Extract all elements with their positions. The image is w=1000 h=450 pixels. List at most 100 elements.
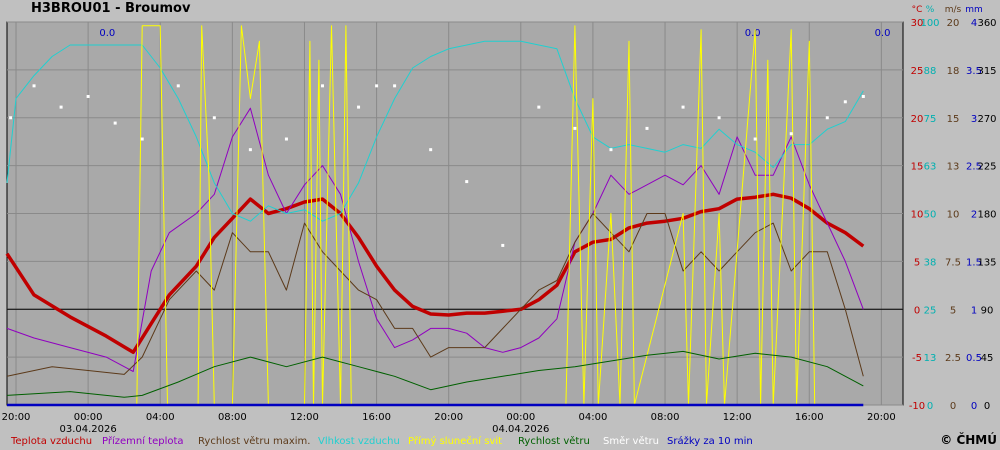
wind-direction-point — [320, 84, 324, 88]
axis-tick-label: 45 — [981, 353, 994, 364]
legend-item: Přímý sluneční svit — [408, 435, 502, 447]
axis-tick-label: 100 — [920, 18, 939, 29]
axis-tick-label: 15 — [911, 162, 924, 173]
x-tick-label: 08:00 — [218, 412, 247, 423]
axis-tick-label: -10 — [909, 401, 925, 412]
x-tick-label: 16:00 — [362, 412, 391, 423]
axis-tick-label: 7.5 — [945, 257, 961, 268]
axis-tick-label: 0 — [971, 401, 977, 412]
axis-tick-label: 1.5 — [966, 257, 982, 268]
legend-item: Rychlost větru — [518, 435, 590, 447]
wind-direction-point — [248, 148, 252, 152]
x-tick-label: 12:00 — [723, 412, 752, 423]
axis-tick-label: 270 — [977, 114, 996, 125]
axis-unit-label: % — [926, 5, 935, 15]
axis-tick-label: 50 — [924, 210, 937, 221]
series-line — [5, 192, 865, 355]
wind-direction-point — [357, 105, 361, 109]
wind-direction-point — [59, 105, 63, 109]
axis-tick-label: 20 — [911, 114, 924, 125]
axis-tick-label: -5 — [912, 353, 922, 364]
wind-direction-point — [537, 105, 541, 109]
axis-unit-label: mm — [965, 5, 983, 15]
x-tick-label: 04:00 — [146, 412, 175, 423]
x-tick-label: 20:00 — [2, 412, 31, 423]
x-tick-label: 04:00 — [579, 412, 608, 423]
x-tick-label: 00:00 — [74, 412, 103, 423]
wind-direction-point — [113, 121, 117, 125]
wind-direction-point — [140, 137, 144, 141]
axis-tick-label: 0 — [950, 401, 956, 412]
axis-tick-label: 13 — [924, 353, 937, 364]
wind-direction-point — [284, 137, 288, 141]
axis-tick-label: 63 — [924, 162, 937, 173]
legend-item: Rychlost větru maxim. — [198, 435, 310, 447]
copyright-label: © ČHMÚ — [940, 433, 997, 447]
x-tick-label: 20:00 — [434, 412, 463, 423]
wind-direction-point — [645, 126, 649, 130]
precip-total-label: 0.0 — [99, 28, 115, 39]
axis-tick-label: 30 — [911, 18, 924, 29]
wind-direction-point — [429, 148, 433, 152]
axis-tick-label: 3 — [971, 114, 977, 125]
axis-unit-label: m/s — [945, 5, 962, 15]
axis-tick-label: 0 — [927, 401, 933, 412]
x-tick-label: 08:00 — [651, 412, 680, 423]
axis-tick-label: 90 — [981, 305, 994, 316]
wind-direction-point — [9, 116, 13, 120]
wind-direction-point — [465, 180, 469, 184]
axis-tick-label: 13 — [947, 162, 960, 173]
legend-item: Vlhkost vzduchu — [318, 436, 400, 447]
x-tick-label: 20:00 — [867, 412, 896, 423]
wind-direction-point — [789, 132, 793, 136]
precip-total-label: 0.0 — [875, 28, 891, 39]
precip-total-label: 0.0 — [745, 28, 761, 39]
series-line — [6, 107, 864, 372]
legend-item: Teplota vzduchu — [10, 436, 92, 447]
axis-tick-label: 38 — [924, 257, 937, 268]
wind-direction-point — [86, 94, 90, 98]
date-label: 04.04.2026 — [492, 424, 549, 435]
wind-direction-point — [176, 84, 180, 88]
axis-tick-label: 180 — [977, 210, 996, 221]
wind-direction-point — [501, 243, 505, 247]
axis-tick-label: 25 — [924, 305, 937, 316]
axis-tick-label: 360 — [977, 18, 996, 29]
x-tick-label: 00:00 — [506, 412, 535, 423]
axis-tick-label: 5 — [914, 257, 920, 268]
wind-direction-point — [212, 116, 216, 120]
axis-tick-label: 5 — [950, 305, 956, 316]
axis-tick-label: 2.5 — [966, 162, 982, 173]
axis-tick-label: 225 — [977, 162, 996, 173]
axis-tick-label: 4 — [971, 18, 977, 29]
axis-tick-label: 10 — [947, 210, 960, 221]
wind-direction-point — [825, 116, 829, 120]
axis-tick-label: 1 — [971, 305, 977, 316]
x-tick-label: 12:00 — [290, 412, 319, 423]
wind-direction-point — [753, 137, 757, 141]
wind-direction-point — [681, 105, 685, 109]
axis-tick-label: 15 — [947, 114, 960, 125]
wind-direction-point — [375, 84, 379, 88]
axis-tick-label: 2.5 — [945, 353, 961, 364]
axis-tick-label: 2 — [971, 210, 977, 221]
axis-tick-label: 25 — [911, 66, 924, 77]
axis-tick-label: 18 — [947, 66, 960, 77]
axis-tick-label: 10 — [911, 210, 924, 221]
axis-tick-label: 0 — [914, 305, 920, 316]
date-label: 03.04.2026 — [59, 424, 116, 435]
axis-tick-label: 0 — [984, 401, 990, 412]
wind-direction-point — [573, 126, 577, 130]
x-tick-label: 16:00 — [795, 412, 824, 423]
axis-tick-label: 20 — [947, 18, 960, 29]
axis-tick-label: 75 — [924, 114, 937, 125]
wind-direction-point — [32, 84, 36, 88]
legend-item: Přízemní teplota — [102, 435, 184, 447]
axis-tick-label: 3.5 — [966, 66, 982, 77]
chart-title: H3BROU01 - Broumov — [31, 1, 191, 16]
wind-direction-point — [609, 148, 613, 152]
axis-tick-label: 315 — [977, 66, 996, 77]
wind-direction-point — [843, 100, 847, 104]
series-line — [6, 350, 864, 398]
